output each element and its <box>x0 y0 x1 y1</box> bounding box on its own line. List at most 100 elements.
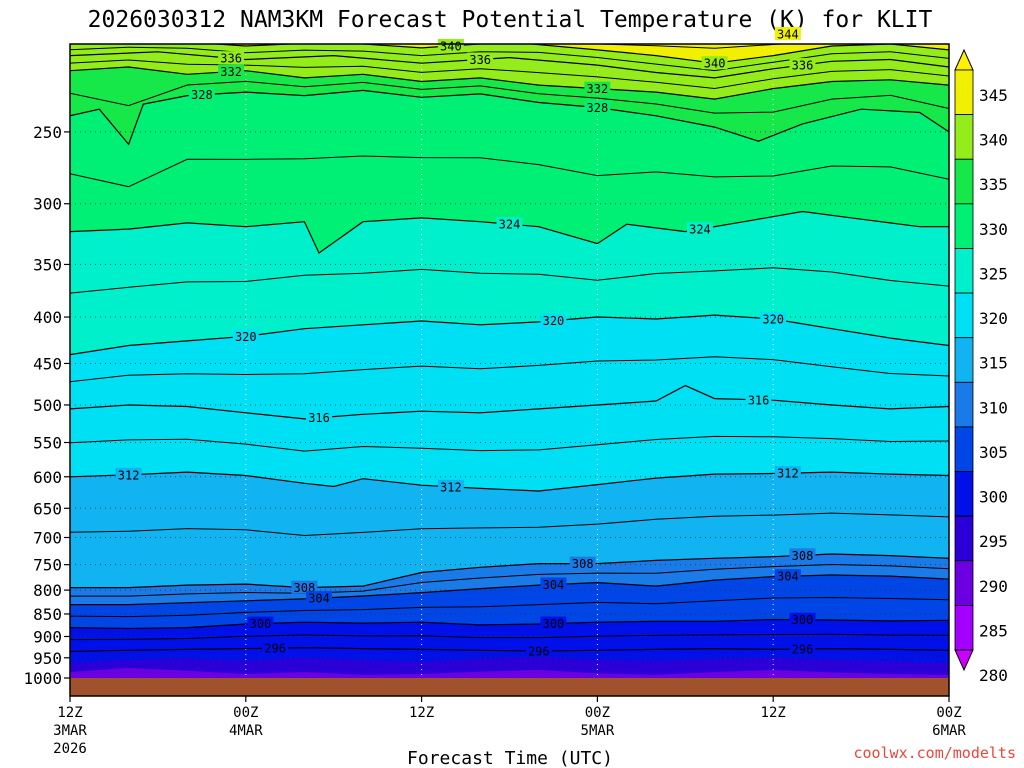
colorbar-segment <box>954 69 974 116</box>
y-tick-label: 600 <box>33 468 62 487</box>
colorbar-level-label: 285 <box>979 621 1008 640</box>
contour-label-bg <box>789 58 816 72</box>
contour-label: 296 <box>792 642 814 656</box>
colorbar-segment <box>954 158 974 205</box>
colorbar-min-arrow <box>954 649 974 672</box>
y-tick-label: 900 <box>33 627 62 646</box>
plot-frame <box>69 43 950 697</box>
colorbar-level-label: 295 <box>979 532 1008 551</box>
contour-label: 320 <box>235 330 257 344</box>
contour-label: 296 <box>264 642 286 656</box>
colorbar-level-label: 320 <box>979 309 1008 328</box>
colorbar-segment <box>954 560 974 606</box>
x-tick-label: 12Z <box>409 705 434 721</box>
contour-320 <box>70 314 949 356</box>
chart-title: 2026030312 NAM3KM Forecast Potential Tem… <box>88 7 933 33</box>
y-tick-label: 950 <box>33 649 62 668</box>
contour-label-bg <box>525 644 552 658</box>
colorbar-level-label: 325 <box>979 264 1008 283</box>
contour-minor <box>70 563 949 597</box>
x-tick-label: 00Z <box>936 705 961 721</box>
x-tick-label: 12Z <box>761 705 786 721</box>
contour-minor <box>70 59 949 90</box>
contour-label: 324 <box>499 218 521 232</box>
colorbar-level-label: 300 <box>979 488 1008 507</box>
contour-label: 316 <box>748 393 770 407</box>
y-tick-label: 450 <box>33 354 62 373</box>
contour-label-bg <box>774 27 801 41</box>
contour-336 <box>70 51 949 79</box>
contour-minor <box>70 46 949 72</box>
contour-label: 308 <box>572 557 594 571</box>
contour-label: 328 <box>191 88 213 102</box>
contour-label: 336 <box>792 59 814 73</box>
contour-label-bg <box>306 410 333 424</box>
contour-minor <box>70 512 949 537</box>
pressure-axis: 250 300 350 400 450 500 550 600 650 700 750 800 850 9… <box>23 123 70 688</box>
colorbar-segment <box>954 203 974 249</box>
contour-label-bg <box>774 466 801 480</box>
contour-label-bg <box>232 329 259 343</box>
contour-label-bg <box>774 569 801 583</box>
y-tick-label: 250 <box>33 123 62 142</box>
contour-minor <box>70 435 949 452</box>
colorbar-max-arrow <box>954 48 974 71</box>
contour-label-bg <box>291 580 318 594</box>
contour-label-bg <box>789 548 816 562</box>
contour-label: 308 <box>792 549 814 563</box>
ground-bar <box>70 678 949 696</box>
colorbar-level-label: 280 <box>979 666 1008 685</box>
colorbar-level-label: 340 <box>979 131 1008 150</box>
colorbar-level-label: 290 <box>979 577 1008 596</box>
colorbar-segment <box>954 292 974 339</box>
x-tick-label: 4MAR <box>229 723 263 739</box>
contour-label: 328 <box>587 101 609 115</box>
contour-label: 340 <box>704 57 726 71</box>
contour-label-bg <box>115 467 142 481</box>
contour-label-bg <box>188 87 215 101</box>
contour-label: 320 <box>543 314 565 328</box>
colorbar-level-label: 345 <box>979 86 1008 105</box>
contour-304 <box>70 574 949 606</box>
contour-label: 336 <box>220 52 242 66</box>
contour-label-bg <box>701 56 728 70</box>
contour-label: 324 <box>689 223 711 237</box>
x-tick-label: 00Z <box>585 705 610 721</box>
y-tick-label: 700 <box>33 528 62 547</box>
y-tick-label: 850 <box>33 605 62 624</box>
contour-label-bg <box>584 100 611 114</box>
contour-label-bg <box>584 81 611 95</box>
contour-label-bg <box>437 479 464 493</box>
colorbar-segment <box>954 381 974 428</box>
x-tick-label: 2026 <box>53 741 87 757</box>
colorbar-level-label: 330 <box>979 220 1008 239</box>
contour-344 <box>70 32 949 40</box>
y-tick-label: 800 <box>33 581 62 600</box>
contour-minor <box>70 356 949 383</box>
contour-label: 300 <box>792 613 814 627</box>
y-tick-label: 400 <box>33 308 62 327</box>
contour-label-bg <box>569 556 596 570</box>
contour-label: 300 <box>250 617 272 631</box>
colorbar-segment <box>954 426 974 472</box>
contour-minor <box>70 267 949 294</box>
contour-label: 312 <box>440 480 462 494</box>
colorbar-segment <box>954 471 974 517</box>
contour-label: 312 <box>777 467 799 481</box>
contour-label-bg <box>262 641 289 655</box>
credit-link[interactable]: coolwx.com/modelts <box>853 744 1016 762</box>
contour-minor <box>70 633 949 641</box>
contour-label-bg <box>306 591 333 605</box>
y-tick-label: 750 <box>33 556 62 575</box>
contour-label-bg <box>540 313 567 327</box>
colorbar-level-label: 335 <box>979 175 1008 194</box>
contour-label-bg <box>218 64 245 78</box>
contour-label-bg <box>789 612 816 626</box>
contour-label-bg <box>540 577 567 591</box>
colorbar-segment <box>954 515 974 562</box>
contour-minor <box>70 80 949 114</box>
contour-label: 340 <box>440 39 462 53</box>
